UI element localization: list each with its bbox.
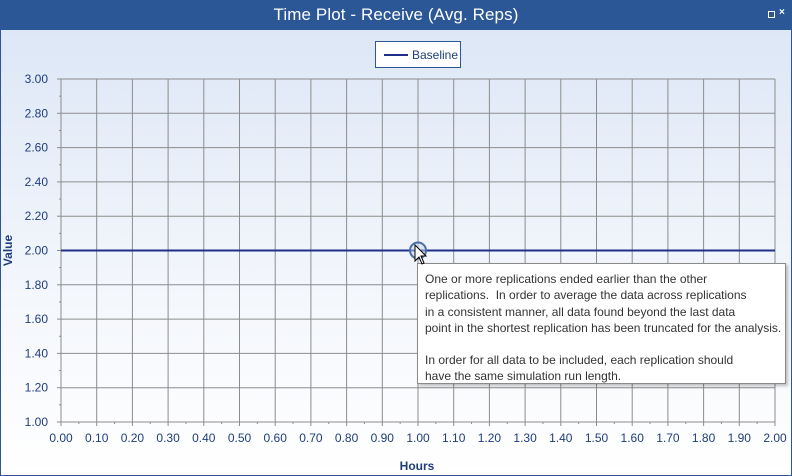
x-tick-label: 0.30 [156,431,180,445]
tooltip-line: have the same simulation run length. [425,369,622,384]
tooltip-line: One or more replications ended earlier t… [425,272,708,286]
x-tick-label: 1.10 [442,431,466,445]
x-tick-label: 2.00 [763,431,787,445]
x-tick-label: 0.50 [228,431,252,445]
x-tick-label: 0.20 [121,431,145,445]
tooltip-line: In order for all data to be included, ea… [425,353,734,368]
x-tick-label: 1.70 [656,431,680,445]
legend-swatch-baseline [384,54,408,56]
x-tick-label: 1.90 [728,431,752,445]
restore-icon [768,11,775,18]
x-tick-label: 0.80 [335,431,359,445]
y-tick-label: 1.60 [25,312,49,326]
legend-label-baseline: Baseline [412,48,459,62]
close-icon: × [779,7,785,18]
truncation-tooltip: One or more replications ended earlier t… [417,263,786,384]
y-tick-label: 2.80 [25,106,49,120]
title-bar[interactable]: Time Plot - Receive (Avg. Reps) × [1,1,791,30]
x-tick-label: 1.60 [621,431,645,445]
y-tick-label: 1.20 [25,381,49,395]
x-tick-label: 1.30 [513,431,537,445]
close-button[interactable]: × [779,7,787,18]
x-tick-label: 1.40 [549,431,573,445]
y-tick-label: 1.40 [25,346,49,360]
tooltip-line: replications. In order to average the da… [425,288,747,303]
x-tick-label: 0.10 [85,431,109,445]
x-tick-label: 1.80 [692,431,716,445]
y-tick-label: 2.20 [25,209,49,223]
x-tick-label: 0.90 [371,431,395,445]
y-tick-label: 3.00 [25,72,49,86]
x-tick-label: 1.00 [406,431,430,445]
x-tick-label: 1.20 [478,431,502,445]
tooltip-line: point in the shortest replication has be… [425,320,782,335]
x-tick-label: 0.00 [49,431,73,445]
window-title: Time Plot - Receive (Avg. Reps) [273,5,519,24]
x-tick-label: 0.70 [299,431,323,445]
y-tick-label: 1.80 [25,278,49,292]
y-tick-label: 2.00 [25,244,49,258]
x-tick-label: 0.60 [264,431,288,445]
y-tick-label: 1.00 [25,415,49,429]
y-tick-label: 2.40 [25,175,49,189]
y-axis-label: Value [1,235,15,267]
x-tick-label: 1.50 [585,431,609,445]
x-tick-label: 0.40 [192,431,216,445]
y-tick-label: 2.60 [25,141,49,155]
tooltip-line: in a consistent manner, all data found b… [425,304,736,319]
x-axis-label: Hours [400,459,435,473]
mouse-pointer-icon [414,244,428,265]
restore-button[interactable] [767,10,775,18]
chart-legend[interactable]: Baseline [375,41,461,68]
